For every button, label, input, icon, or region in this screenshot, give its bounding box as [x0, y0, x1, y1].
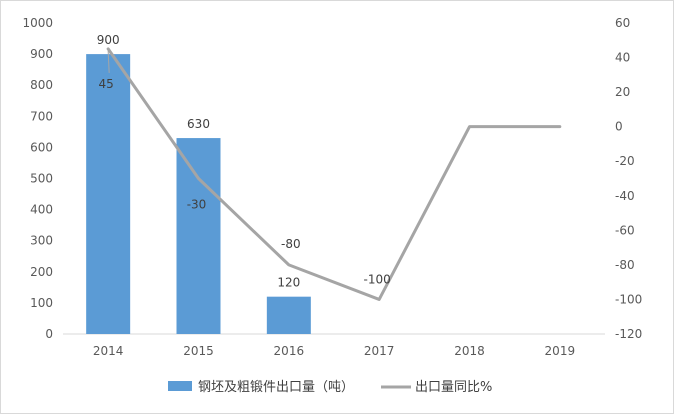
x-tick-label: 2014: [93, 344, 124, 358]
y-right-tick-label: -20: [615, 154, 635, 168]
x-tick-label: 2019: [545, 344, 576, 358]
y-left-tick-label: 500: [30, 172, 53, 186]
bar-data-label: 900: [97, 33, 120, 47]
y-right-tick-label: 0: [615, 120, 623, 134]
y-left-tick-label: 900: [30, 47, 53, 61]
x-tick-label: 2016: [274, 344, 305, 358]
data-label-leader-line: [107, 50, 110, 73]
y-right-tick-label: 40: [615, 51, 630, 65]
line-data-label: 45: [99, 77, 114, 91]
y-left-tick-label: 200: [30, 265, 53, 279]
legend-label-bar: 钢坯及粗锻件出口量（吨）: [198, 380, 354, 395]
line-data-label: -80: [281, 237, 301, 251]
x-tick-label: 2017: [364, 344, 395, 358]
bar-data-label: 120: [277, 276, 300, 290]
y-left-tick-label: 800: [30, 78, 53, 92]
y-right-tick-label: -120: [615, 327, 642, 341]
legend-label-line: 出口量同比%: [415, 380, 492, 395]
y-right-tick-label: 60: [615, 16, 630, 30]
line-data-label: -100: [364, 272, 391, 286]
x-tick-label: 2018: [454, 344, 485, 358]
y-right-tick-label: -60: [615, 223, 635, 237]
bar: [86, 54, 131, 334]
y-right-tick-label: -80: [615, 258, 635, 272]
yoy-line: [106, 47, 562, 301]
y-left-tick-label: 100: [30, 296, 53, 310]
y-right-tick-label: 20: [615, 85, 630, 99]
bar-data-label: 630: [187, 117, 210, 131]
legend-swatch-bar: [168, 381, 192, 391]
y-right-tick-label: -40: [615, 189, 635, 203]
bar: [176, 138, 221, 334]
y-left-tick-label: 1000: [22, 16, 53, 30]
y-left-tick-label: 400: [30, 203, 53, 217]
y-right-tick-label: -100: [615, 292, 642, 306]
y-left-tick-label: 0: [45, 327, 53, 341]
x-tick-label: 2015: [183, 344, 214, 358]
y-left-tick-label: 300: [30, 234, 53, 248]
line-data-label: -30: [187, 198, 207, 212]
y-left-tick-label: 600: [30, 140, 53, 154]
y-left-tick-label: 700: [30, 109, 53, 123]
bar: [266, 296, 311, 334]
